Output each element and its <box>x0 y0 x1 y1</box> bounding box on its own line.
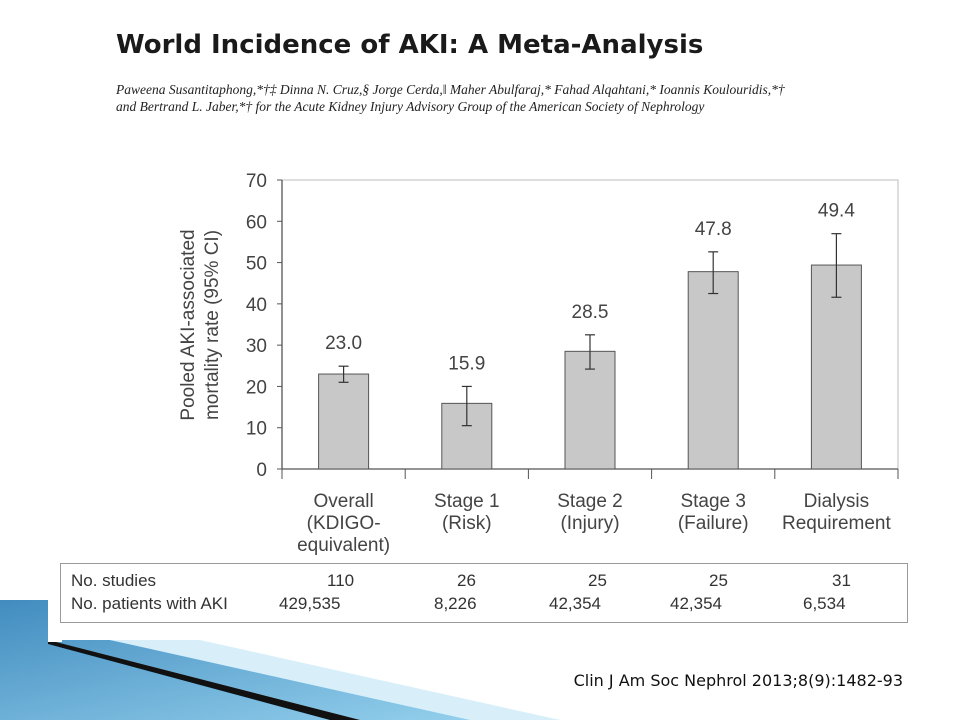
x-tick-label: Stage 2 <box>557 491 623 512</box>
table-cell: 26 <box>457 571 476 590</box>
authors-line-1: Paweena Susantitaphong,*†‡ Dinna N. Cruz… <box>116 82 785 97</box>
mortality-bar-chart: Pooled AKI-associated mortality rate (95… <box>178 171 899 556</box>
page-title: World Incidence of AKI: A Meta-Analysis <box>116 30 704 60</box>
y-tick-label: 0 <box>256 460 267 481</box>
table-cell: 6,534 <box>803 594 846 613</box>
table-cell: 429,535 <box>279 594 341 613</box>
x-tick-label: (Failure) <box>678 513 749 534</box>
y-tick-label: 10 <box>246 419 267 440</box>
y-tick-label: 50 <box>246 254 267 275</box>
y-tick-label: 30 <box>246 336 267 357</box>
data-label: 15.9 <box>448 353 485 374</box>
author-list: Paweena Susantitaphong,*†‡ Dinna N. Cruz… <box>116 81 876 115</box>
plot-area: 0 10 20 30 40 50 60 70 23.0 Overall(KDIGO-equival… <box>246 171 899 556</box>
table-cell: 8,226 <box>434 594 477 613</box>
y-tick-label: 40 <box>246 295 267 316</box>
table-cell: 42,354 <box>549 594 601 613</box>
y-tick-label: 60 <box>246 212 267 233</box>
authors-line-2: and Bertrand L. Jaber,*† for the Acute K… <box>116 99 705 114</box>
x-tick-label: equivalent) <box>297 535 390 556</box>
x-tick-label: (KDIGO- <box>307 513 381 534</box>
x-tick-label: Stage 1 <box>434 491 500 512</box>
bar <box>318 373 370 470</box>
data-label: 47.8 <box>695 219 732 240</box>
x-tick-label: Overall <box>314 491 374 512</box>
x-tick-label: (Injury) <box>560 513 619 534</box>
x-tick-label: Dialysis <box>804 491 869 512</box>
y-axis-label-line-2: mortality rate (95% CI) <box>202 230 223 420</box>
y-tick-label: 70 <box>246 171 267 192</box>
bar <box>810 264 862 470</box>
table-row-label: No. studies <box>71 571 157 590</box>
table-row-label: No. patients with AKI <box>71 594 228 613</box>
bar <box>564 350 616 470</box>
x-tick-label: Requirement <box>782 513 891 534</box>
data-label: 28.5 <box>572 302 609 323</box>
data-label: 23.0 <box>325 333 362 354</box>
table-cell: 110 <box>327 571 355 590</box>
x-tick-label: (Risk) <box>442 513 492 534</box>
table-cell: 31 <box>832 571 851 590</box>
y-tick-label: 20 <box>246 377 267 398</box>
y-axis-label-line-1: Pooled AKI-associated <box>178 229 199 420</box>
bar <box>687 271 739 470</box>
table-cell: 42,354 <box>670 594 722 613</box>
study-counts-table: No. studies No. patients with AKI 110 26… <box>60 563 908 623</box>
data-label: 49.4 <box>818 201 855 222</box>
citation: Clin J Am Soc Nephrol 2013;8(9):1482-93 <box>573 671 903 690</box>
table-cell: 25 <box>588 571 607 590</box>
x-tick-label: Stage 3 <box>680 491 746 512</box>
table-cell: 25 <box>709 571 728 590</box>
